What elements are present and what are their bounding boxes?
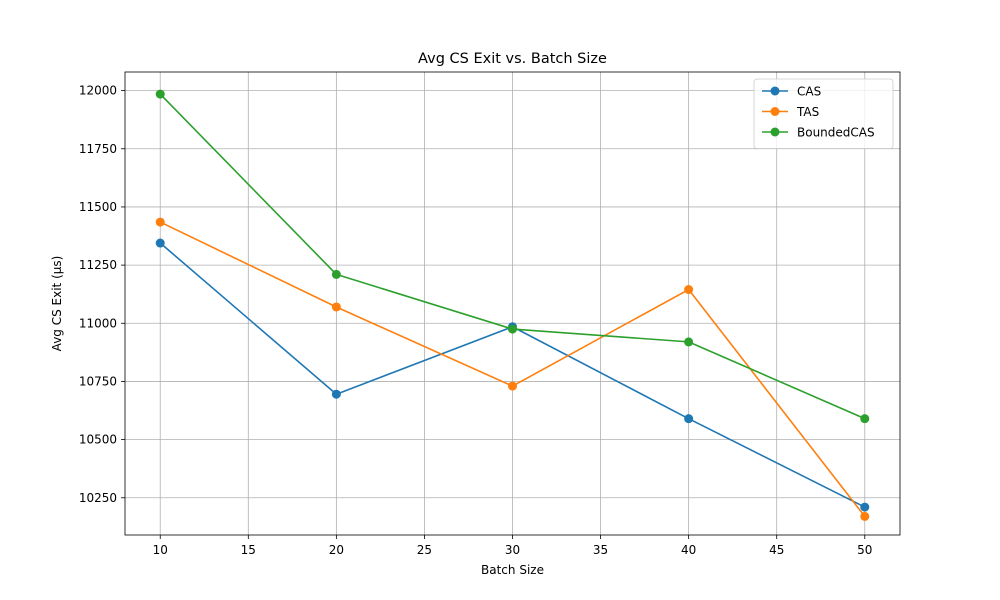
data-point (860, 511, 870, 521)
x-tick-label: 50 (857, 543, 872, 557)
data-point (155, 217, 165, 227)
legend-item: TAS (762, 105, 819, 119)
y-tick-label: 10500 (79, 433, 117, 447)
series-group (155, 89, 870, 521)
data-point (860, 502, 870, 512)
data-point (155, 89, 165, 99)
chart-title: Avg CS Exit vs. Batch Size (418, 51, 607, 67)
x-tick-label: 35 (593, 543, 608, 557)
x-tick-label: 45 (769, 543, 784, 557)
data-point (331, 302, 341, 312)
y-tick-label: 10250 (79, 491, 117, 505)
y-tick-label: 11250 (79, 258, 117, 272)
grid (125, 72, 900, 535)
y-tick-label: 10750 (79, 374, 117, 388)
data-point (684, 285, 694, 295)
x-tick-label: 30 (505, 543, 520, 557)
data-point (860, 414, 870, 424)
series-boundedcas (155, 89, 870, 424)
data-point (684, 414, 694, 424)
legend-item: BoundedCAS (762, 126, 875, 140)
x-tick-label: 15 (241, 543, 256, 557)
y-tick-label: 11750 (79, 142, 117, 156)
legend-item: CAS (762, 85, 821, 99)
series-tas (155, 217, 870, 521)
legend: CAS TAS BoundedCAS (753, 78, 894, 149)
data-point (331, 389, 341, 399)
x-tick-label: 20 (329, 543, 344, 557)
x-axis-label: Batch Size (481, 563, 544, 577)
x-tick-label: 25 (417, 543, 432, 557)
data-point (684, 337, 694, 347)
legend-label: TAS (796, 105, 819, 119)
y-tick-label: 12000 (79, 84, 117, 98)
legend-label: CAS (797, 85, 821, 99)
data-point (508, 381, 517, 391)
x-tick-label: 40 (681, 543, 696, 557)
x-tick-label: 10 (153, 543, 168, 557)
legend-marker (770, 127, 780, 137)
y-tick-label: 11000 (79, 316, 117, 330)
axis-ticks: 10 15 20 25 30 35 40 45 50 10250 10500 10750 11000 11… (79, 84, 873, 557)
legend-marker (770, 86, 780, 96)
y-tick-label: 11500 (79, 200, 117, 214)
y-axis-label: Avg CS Exit (µs) (50, 256, 64, 352)
legend-frame (753, 78, 894, 149)
legend-label: BoundedCAS (797, 126, 875, 140)
data-point (155, 238, 165, 248)
legend-marker (770, 107, 780, 116)
data-point (331, 269, 341, 279)
data-point (508, 324, 517, 334)
